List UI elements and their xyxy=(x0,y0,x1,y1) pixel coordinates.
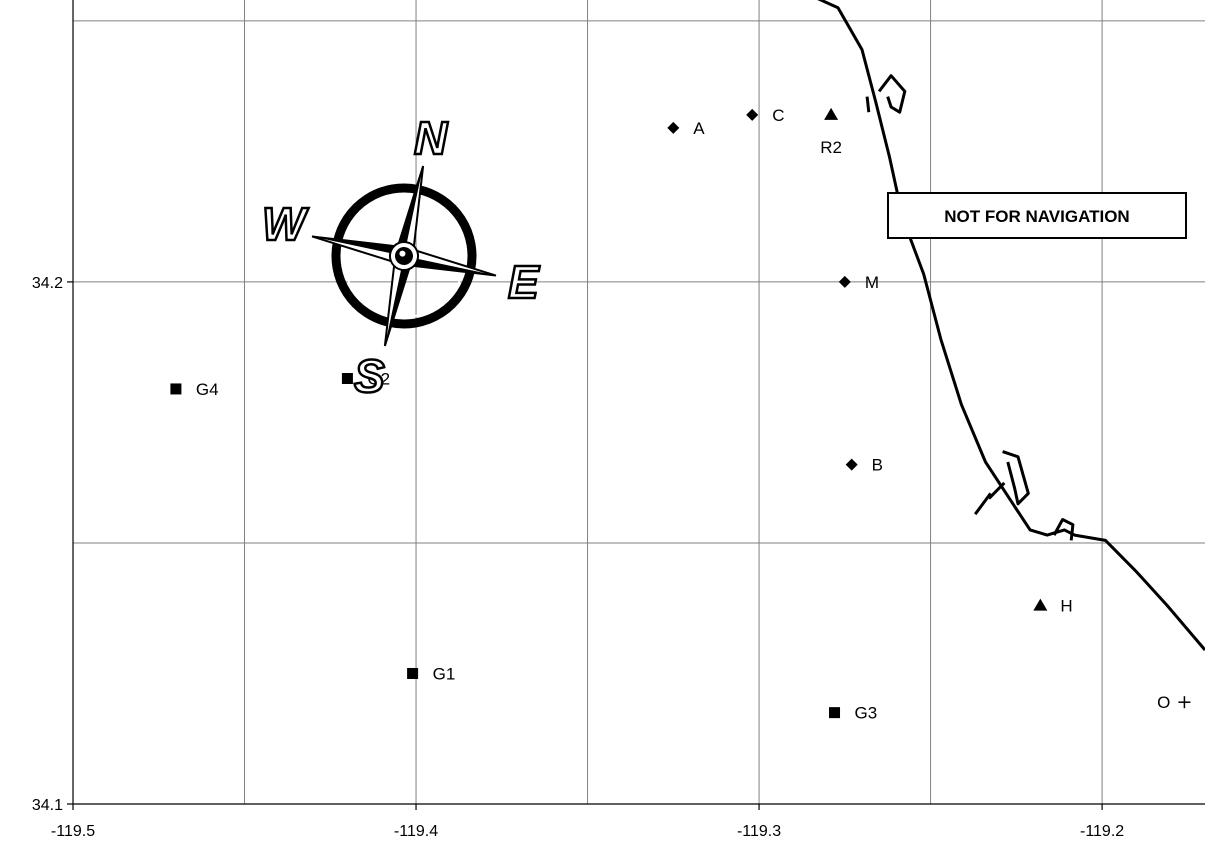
sample-point-g2: G2 xyxy=(341,370,390,389)
breakwater-segment xyxy=(865,96,871,113)
square-marker xyxy=(341,373,353,385)
not-for-navigation-banner xyxy=(887,192,1187,239)
square-marker xyxy=(407,667,419,679)
grid-lines xyxy=(73,0,1205,804)
sample-point-label: M xyxy=(865,273,879,292)
compass-west-label: W xyxy=(262,198,309,250)
y-tick-label: 34.1 xyxy=(32,797,63,814)
sample-point-b: B xyxy=(845,456,883,475)
sample-points: A C R2 M B G4 G2 G1 G3 H O xyxy=(170,106,1191,723)
sample-point-g1: G1 xyxy=(407,664,455,683)
sample-point-label: B xyxy=(872,456,883,475)
breakwater-segment xyxy=(1002,450,1030,506)
sample-point-label: G4 xyxy=(196,380,219,399)
sample-point-h: H xyxy=(1033,597,1073,616)
x-tick-label: -119.2 xyxy=(1080,823,1124,840)
sample-point-label: G2 xyxy=(367,370,390,389)
sample-point-label: R2 xyxy=(820,138,842,157)
not-for-navigation-text: NOT FOR NAVIGATION xyxy=(944,207,1129,226)
sample-point-label: G1 xyxy=(433,664,456,683)
diamond-marker xyxy=(845,458,858,471)
sample-point-label: O xyxy=(1157,693,1170,712)
diamond-marker xyxy=(746,108,759,121)
breakwater-segment xyxy=(973,492,992,516)
sample-point-r2: R2 xyxy=(820,107,842,157)
coastline xyxy=(817,0,1205,651)
diamond-marker xyxy=(838,275,851,288)
compass-east-label: E xyxy=(508,256,540,308)
square-marker xyxy=(829,707,841,719)
compass-north-label: N xyxy=(414,112,448,164)
sample-point-a: A xyxy=(667,119,705,138)
x-axis-ticks: -119.5 -119.4 -119.3 -119.2 xyxy=(51,804,1124,840)
compass-south-label: S xyxy=(354,350,385,402)
breakwater-segment xyxy=(987,481,1006,500)
sample-point-g4: G4 xyxy=(170,380,219,399)
harbor-breakwaters xyxy=(865,74,1075,541)
sample-point-m: M xyxy=(838,273,879,292)
diamond-marker xyxy=(667,121,680,134)
sample-point-g3: G3 xyxy=(829,704,877,723)
x-tick-label: -119.4 xyxy=(394,823,438,840)
y-axis-ticks: 34.1 34.2 xyxy=(32,275,73,814)
breakwater-segment xyxy=(877,74,907,114)
breakwater-segment xyxy=(1052,518,1075,541)
sample-point-label: G3 xyxy=(855,704,878,723)
sample-point-label: A xyxy=(693,119,705,138)
x-tick-label: -119.3 xyxy=(737,823,781,840)
square-marker xyxy=(170,383,182,395)
compass-rose-icon xyxy=(311,165,497,347)
coastline-layer xyxy=(817,0,1205,651)
sample-point-label: C xyxy=(772,106,784,125)
triangle-marker xyxy=(824,107,839,120)
sample-point-label: H xyxy=(1060,597,1072,616)
sample-point-c: C xyxy=(746,106,784,125)
triangle-marker xyxy=(1033,598,1048,611)
sample-point-o: O xyxy=(1157,693,1191,712)
y-tick-label: 34.2 xyxy=(32,275,63,292)
x-tick-label: -119.5 xyxy=(51,823,95,840)
